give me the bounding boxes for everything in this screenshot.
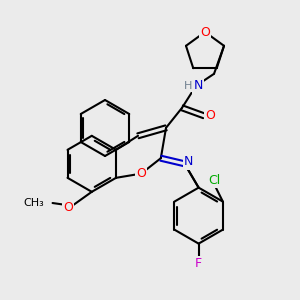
Text: H: H [184, 81, 192, 91]
Text: O: O [63, 201, 73, 214]
Text: O: O [205, 109, 215, 122]
Text: N: N [193, 79, 203, 92]
Text: O: O [136, 167, 146, 180]
Text: O: O [200, 26, 210, 38]
Text: Cl: Cl [209, 174, 221, 187]
Text: F: F [195, 257, 202, 270]
Text: N: N [184, 155, 193, 168]
Text: CH₃: CH₃ [24, 198, 45, 208]
